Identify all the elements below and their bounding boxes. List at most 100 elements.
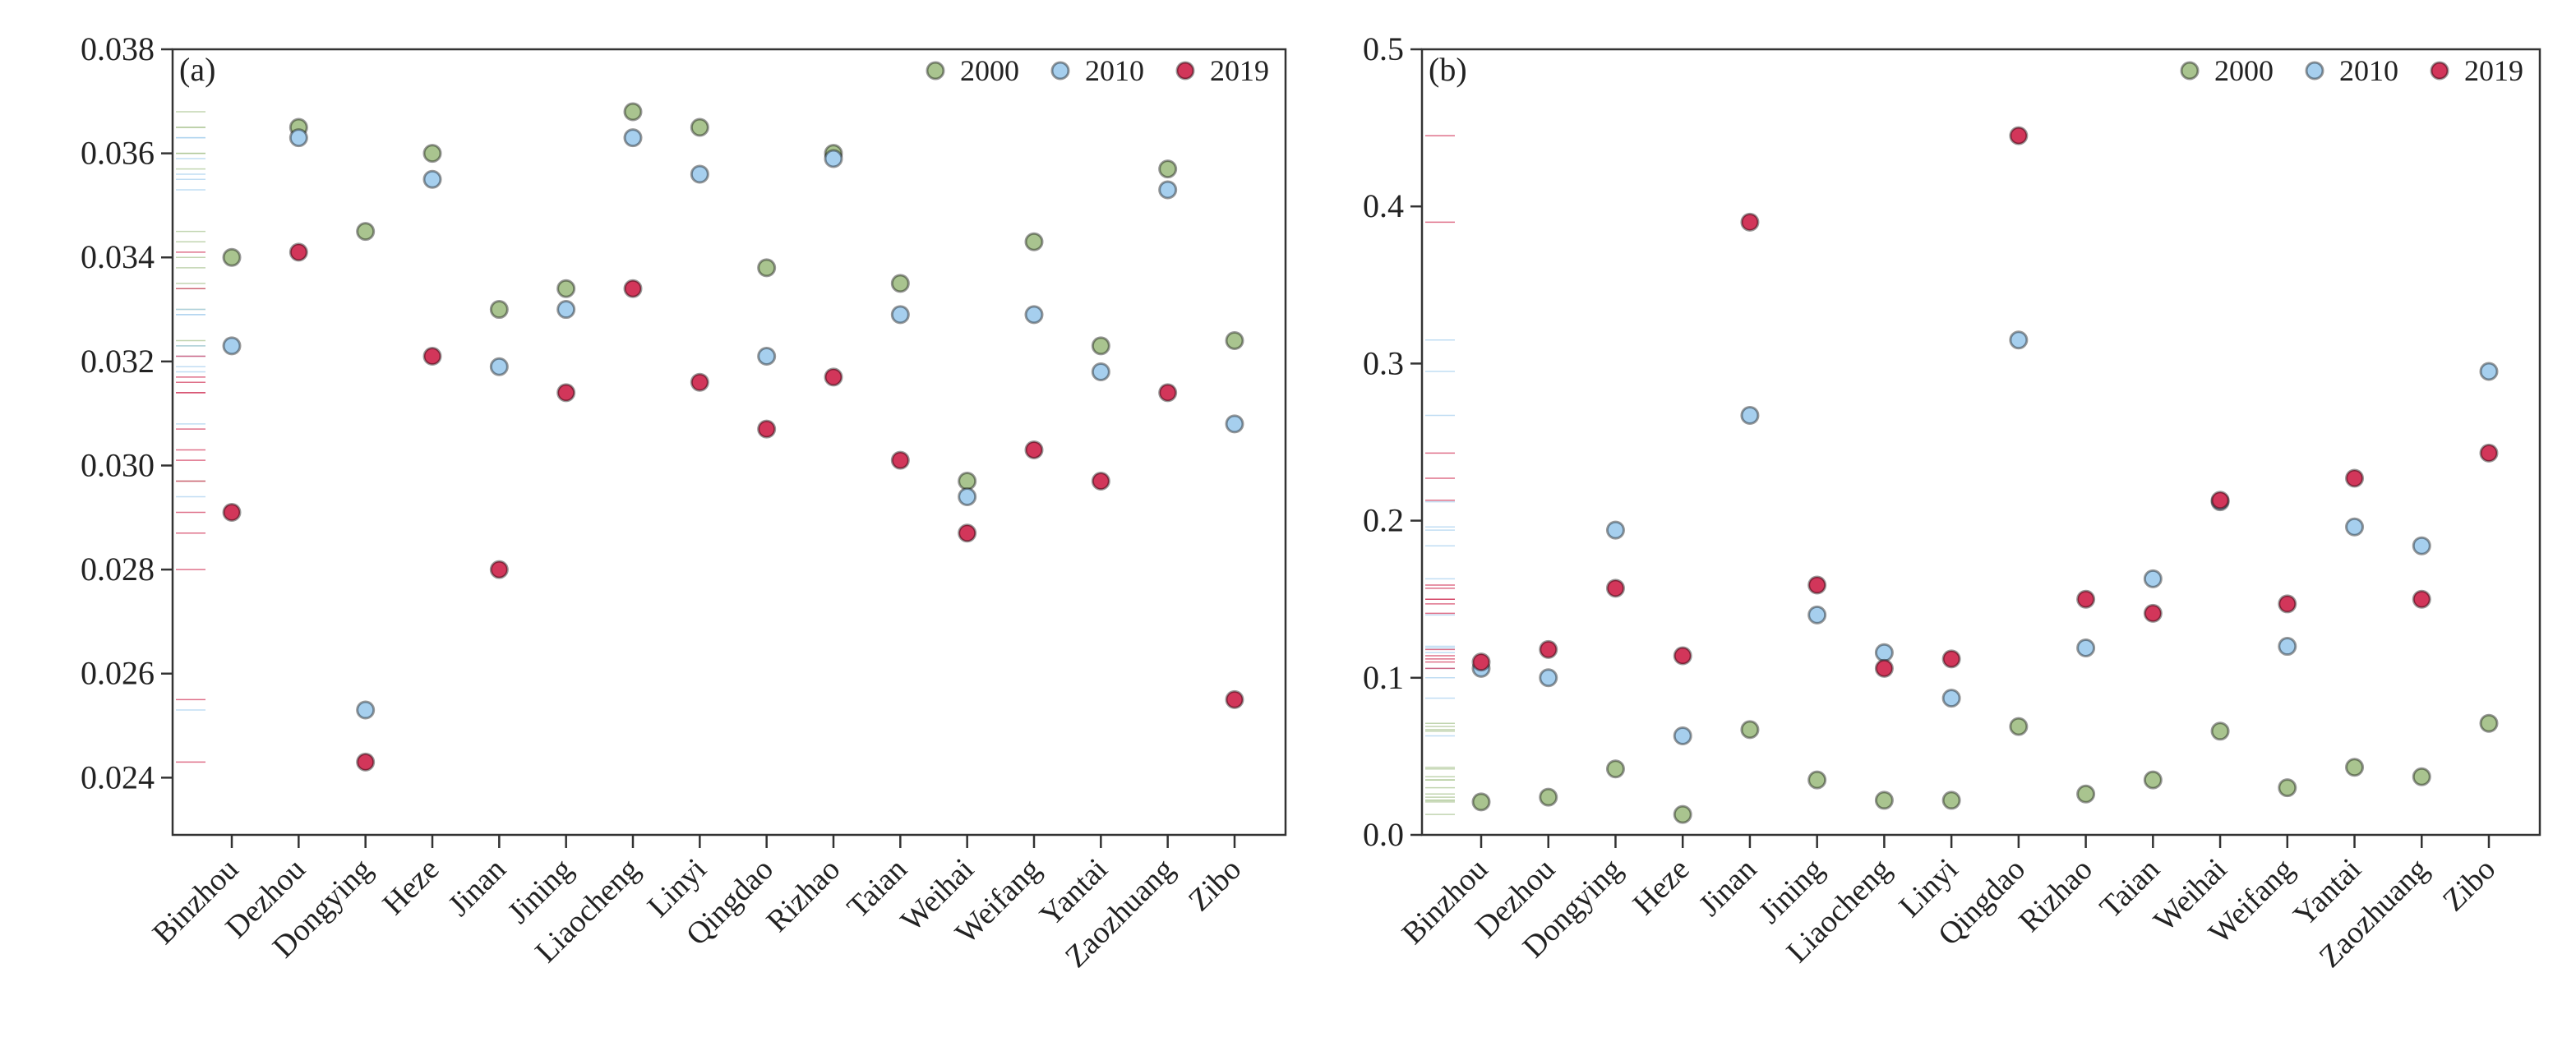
point [1091,362,1110,382]
point [1605,579,1625,598]
legend-marker [1175,61,1195,81]
point [356,222,376,242]
legend-label: 2019 [2464,54,2523,87]
point [1158,383,1178,403]
y-tick-label: 0.3 [1363,344,1404,381]
point [422,347,442,366]
legend-marker [2305,61,2324,81]
point [958,523,977,543]
legend-marker [926,61,945,81]
point [1605,759,1625,779]
point [2479,362,2499,381]
point [1091,471,1110,491]
y-tick-label: 0.028 [81,551,155,588]
point [1740,720,1760,740]
point [2278,637,2297,657]
point [1225,689,1244,709]
plot-frame [171,48,1287,837]
x-tick-label: Jinan [441,852,512,923]
point [690,118,709,137]
x-tick-label: Binzhou [1396,852,1495,952]
point [2076,589,2096,609]
point [1539,668,1558,688]
x-tick-label: Jinan [1692,852,1763,923]
point [1024,440,1044,459]
point [422,169,442,189]
point [1091,336,1110,356]
point [824,367,843,387]
point [958,471,977,491]
point [489,300,509,320]
point [1225,414,1244,434]
legend-marker [2180,61,2200,81]
point [1941,649,1961,669]
point [489,357,509,376]
y-tick-label: 0.038 [81,30,155,67]
point [2210,721,2230,741]
x-tick-label: Zibo [1182,852,1248,918]
point [2009,330,2029,350]
point [690,164,709,184]
point [1941,689,1961,708]
point [1539,639,1558,659]
point [422,144,442,164]
point [623,279,643,298]
point [1158,180,1178,200]
legend-marker [2430,61,2449,81]
point [757,419,777,439]
point [2412,536,2431,555]
legend-label: 2019 [1210,54,1269,87]
legend-label: 2000 [960,54,1019,87]
point [2009,126,2029,145]
point [222,502,242,522]
point [2278,778,2297,798]
point [1941,791,1961,810]
point [222,336,242,356]
point [289,242,308,262]
y-tick-label: 0.032 [81,343,155,380]
legend-label: 2010 [2339,54,2398,87]
point [2345,468,2365,488]
legend-label: 2000 [2214,54,2274,87]
point [2143,603,2163,623]
point [2278,594,2297,614]
point [1024,232,1044,251]
point [1024,305,1044,325]
y-tick-label: 0.5 [1363,30,1404,67]
point [757,258,777,278]
point [289,128,308,148]
panel: (b)0.00.10.20.30.40.5BinzhouDezhouDongyi… [1363,30,2541,975]
panel-label: (a) [179,51,215,88]
point [556,300,576,320]
point [556,279,576,298]
y-tick-label: 0.034 [81,238,155,275]
legend-marker [1050,61,1070,81]
point [2412,767,2431,786]
point [757,347,777,366]
point [1874,791,1894,810]
point [1807,575,1827,595]
point [2479,443,2499,463]
point [890,450,910,470]
point [1807,770,1827,790]
x-tick-label: Rizhao [2012,852,2099,939]
point [1158,159,1178,179]
x-tick-label: Heze [1627,852,1697,922]
panel-label: (b) [1429,51,1467,88]
point [2076,784,2096,804]
point [1807,605,1827,625]
point [489,560,509,579]
point [2412,589,2431,609]
x-tick-label: Binzhou [146,852,246,952]
point [958,486,977,506]
point [1225,331,1244,351]
y-tick-label: 0.026 [81,655,155,692]
point [890,274,910,293]
point [1471,792,1491,812]
legend-label: 2010 [1085,54,1144,87]
point [623,102,643,122]
y-tick-label: 0.0 [1363,816,1404,853]
point [2345,517,2365,537]
point [1539,787,1558,807]
